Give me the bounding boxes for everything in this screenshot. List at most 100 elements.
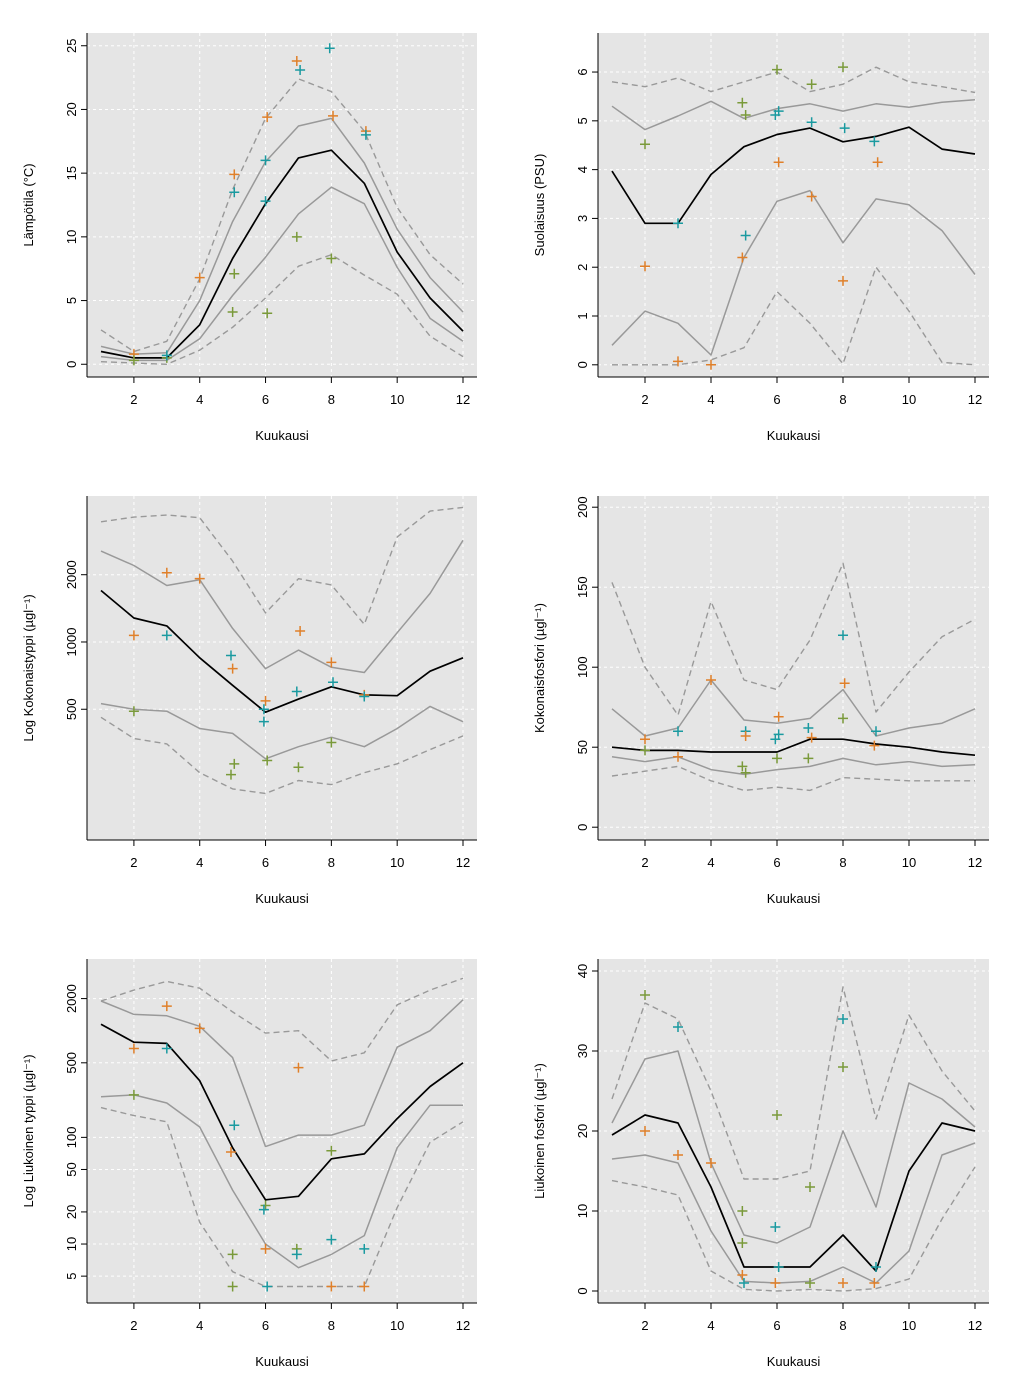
x-tick-label: 4 [196,855,203,870]
series-extreme-low [100,253,464,365]
observation-point [737,1206,748,1216]
observation-point [737,97,748,108]
observation-point [838,275,848,286]
x-tick-label: 12 [968,1318,982,1333]
observation-point [706,1158,716,1168]
observation-point [737,252,748,263]
observation-point [227,663,238,674]
observation-point [291,231,302,242]
observation-point [258,704,269,715]
y-tick-label: 1 [575,312,590,319]
y-tick-label: 50 [64,1162,79,1176]
series-extreme-low [611,765,975,792]
y-tick-label: 0 [575,824,590,831]
series-quartile-high [611,99,976,131]
observation-point [291,1249,302,1260]
observation-point [293,762,304,773]
x-tick-label: 10 [902,1318,916,1333]
x-tick-label: 10 [390,392,404,407]
x-tick-label: 4 [707,855,714,870]
observation-point [260,1243,271,1254]
x-tick-label: 6 [773,392,780,407]
x-tick-label: 6 [262,855,269,870]
y-tick-label: 6 [575,68,590,75]
x-tick-label: 4 [196,1318,203,1333]
observation-point [673,218,683,229]
observation-point [194,1023,205,1034]
x-tick-label: 4 [707,1318,714,1333]
x-tick-label: 2 [641,392,648,407]
observation-point [772,64,782,75]
x-axis-title: Kuukausi [255,891,309,906]
observation-point [740,731,751,741]
observation-point [803,753,814,764]
series-extreme-low [100,716,464,795]
observation-point [326,737,337,748]
observation-point [706,359,716,370]
observation-point [640,990,650,1000]
x-axis-title: Kuukausi [255,428,309,443]
x-tick-label: 8 [328,392,335,407]
observation-point [806,79,817,90]
observation-point [326,1281,337,1292]
observation-point [128,355,139,366]
x-tick-label: 6 [773,1318,780,1333]
x-tick-label: 6 [262,1318,269,1333]
y-tick-label: 20 [575,1124,590,1138]
observation-point [260,196,271,207]
observation-point [640,1126,650,1136]
observation-point [229,187,240,198]
observation-point [772,1110,782,1120]
observation-point [161,1001,172,1012]
y-axis-title: Liukoinen fosfori (µgl⁻¹) [532,1063,547,1199]
observation-point [328,110,339,121]
series-quartile-low [611,1142,976,1284]
x-tick-label: 6 [262,392,269,407]
observation-point [806,117,817,128]
observation-point [295,625,306,636]
series-quartile-high [100,999,464,1148]
observation-point [229,758,240,769]
x-tick-label: 2 [130,1318,137,1333]
observation-point [258,1204,269,1215]
observation-point [161,1043,172,1054]
x-tick-label: 2 [641,1318,648,1333]
y-tick-label: 10 [64,1237,79,1251]
y-axis-title: Log Kokonaistyppi (µgl⁻¹) [21,594,36,741]
observation-point [772,753,782,764]
series-extreme-high [100,977,464,1062]
x-axis-title: Kuukausi [767,1354,821,1369]
series-quartile-low [611,756,976,776]
y-axis-title: Log Liukoinen typpi (µgl⁻¹) [21,1054,36,1207]
observation-point [128,706,139,717]
observation-point [326,657,337,668]
observation-point [706,675,716,685]
x-tick-label: 10 [902,392,916,407]
observation-point [295,64,306,75]
x-tick-label: 8 [328,1318,335,1333]
plot-area-background [598,496,989,840]
y-tick-label: 5 [64,1273,79,1280]
y-tick-label: 2000 [64,984,79,1013]
observation-point [326,1145,337,1156]
observation-point [324,43,335,54]
observation-point [262,755,273,766]
y-axis-title: Lämpötila (°C) [21,163,36,246]
series-extreme-high [611,986,976,1180]
observation-point [673,751,683,762]
x-tick-label: 2 [130,392,137,407]
observation-point [739,1278,749,1288]
observation-point [225,1146,236,1157]
y-tick-label: 5 [575,117,590,124]
observation-point [806,191,817,202]
plot-area-background [87,496,477,840]
x-tick-label: 12 [456,392,470,407]
observation-point [737,1238,748,1248]
series-extreme-low [612,266,976,366]
observation-point [326,1234,337,1245]
observation-point [293,1062,304,1073]
observation-point [359,1243,370,1254]
y-tick-label: 20 [64,1205,79,1219]
